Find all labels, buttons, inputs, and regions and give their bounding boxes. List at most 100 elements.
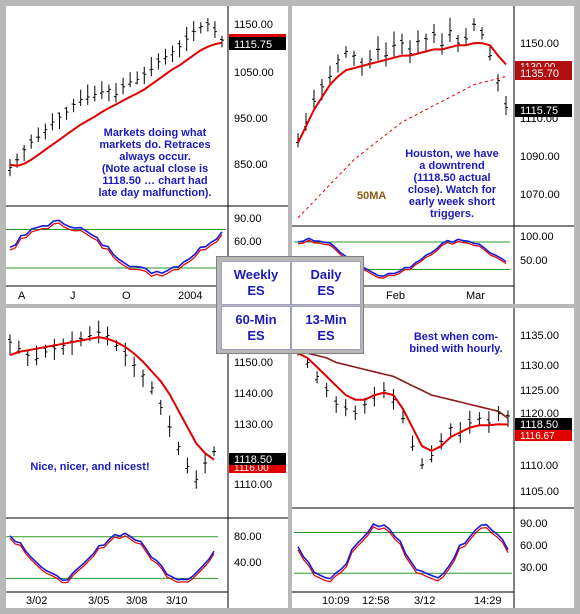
min13-price-label: 1110.00 [520, 460, 558, 472]
weekly-price-label: 1050.00 [234, 67, 274, 79]
daily-price-label: 1150.00 [520, 38, 559, 50]
weekly-current-price-tag [229, 37, 286, 50]
min13-panel [292, 308, 574, 608]
svg-text:close). Watch for: close). Watch for [408, 184, 497, 196]
min60-price-label: 1140.00 [234, 388, 273, 400]
svg-text:a downtrend: a downtrend [419, 160, 484, 172]
min60-chart [6, 320, 218, 584]
min13-time-label: 10:09 [322, 595, 350, 607]
min60-time-label: 3/10 [166, 595, 187, 607]
legend-min60: 60-Min ES [221, 306, 291, 350]
oscillator-signal [297, 526, 509, 583]
min60-time-label: 3/02 [26, 595, 47, 607]
weekly-time-label: A [18, 290, 26, 302]
moving-average [297, 42, 507, 144]
min60-price-label: 1130.00 [234, 419, 273, 431]
weekly-price-label: 850.00 [234, 159, 268, 171]
legend-weekly: Weekly ES [221, 261, 291, 305]
min13-price-label: 1120.00 [520, 408, 559, 420]
weekly-current-price-text: 1115.75 [234, 39, 272, 51]
min13-tag-black [515, 418, 572, 430]
legend-min60-title: 60-Min [235, 312, 277, 327]
weekly-price-label: 1150.00 [234, 19, 273, 31]
min13-chart [294, 343, 512, 583]
min13-price-label: 1125.00 [520, 385, 559, 397]
moving-average [9, 336, 215, 461]
daily-panel [292, 6, 574, 304]
min60-note: Nice, nicer, and nicest! [30, 461, 149, 473]
min60-time-label: 3/08 [126, 595, 147, 607]
legend-min13: 13-Min ES [291, 306, 361, 350]
weekly-time-label: 2004 [178, 290, 202, 302]
weekly-time-label: J [70, 290, 76, 302]
min60-price-label: 1110.00 [234, 479, 272, 491]
svg-text:Best when com-: Best when com- [414, 331, 499, 343]
daily-ma-label: 50MA [357, 190, 386, 202]
min60-time-label: 3/05 [88, 595, 109, 607]
weekly-osc-label: 60.00 [234, 236, 262, 248]
weekly-chart [6, 18, 226, 277]
oscillator-signal [297, 239, 507, 279]
legend-daily-symbol: ES [317, 283, 335, 298]
legend-weekly-title: Weekly [233, 267, 279, 282]
daily-tag-text: 1135.70 [520, 68, 559, 80]
weekly-note: Markets doing what markets do. Retraces … [98, 127, 211, 199]
weekly-time-label: O [122, 290, 131, 302]
moving-average [297, 352, 509, 453]
svg-text:bined with hourly.: bined with hourly. [409, 343, 502, 355]
daily-tag-text: 1115.75 [520, 105, 558, 117]
oscillator-line [9, 219, 223, 275]
daily-time-label: Mar [466, 290, 485, 302]
svg-text:Markets doing what: Markets doing what [104, 127, 207, 139]
min13-tag-text: 1116.67 [520, 431, 555, 442]
min13-tag-text: 1118.50 [520, 419, 558, 431]
min13-price-label: 1135.00 [520, 330, 559, 342]
min60-tag-text: 1116.00 [234, 463, 269, 474]
oscillator-line [297, 522, 509, 580]
timeframe-legend: Weekly ES Daily ES 60-Min ES 13-Min ES [216, 256, 364, 354]
min60-osc-label: 40.00 [234, 557, 262, 569]
weekly-osc-label: 90.00 [234, 213, 262, 225]
daily-tag-red [515, 67, 572, 80]
oscillator-line [297, 237, 507, 278]
legend-daily: Daily ES [291, 261, 361, 305]
legend-weekly-symbol: ES [247, 283, 265, 298]
oscillator-line [9, 532, 215, 581]
min13-price-label: 1130.00 [520, 360, 559, 372]
min13-osc-label: 30.00 [520, 562, 548, 574]
min13-time-label: 14:29 [474, 595, 502, 607]
svg-text:triggers.: triggers. [430, 208, 474, 220]
daily-tag-black [515, 104, 572, 117]
min60-osc-label: 80.00 [234, 531, 262, 543]
legend-min13-symbol: ES [317, 328, 335, 343]
daily-osc-label: 100.00 [520, 231, 554, 243]
weekly-panel [6, 6, 288, 304]
min13-tag-red [515, 429, 572, 441]
oscillator-signal [9, 535, 215, 584]
oscillator-signal [9, 222, 223, 277]
min60-tag-black [229, 453, 286, 465]
svg-text:(Note actual close is: (Note actual close is [102, 163, 208, 175]
daily-time-label: Feb [386, 290, 405, 302]
moving-average-50 [297, 75, 507, 219]
min13-time-label: 12:58 [362, 595, 390, 607]
weekly-price-label: 950.00 [234, 113, 268, 125]
svg-text:1118.50 … chart had: 1118.50 … chart had [102, 175, 207, 187]
daily-price-label: 1090.00 [520, 151, 560, 163]
legend-min13-title: 13-Min [305, 312, 347, 327]
svg-text:late day malfunction).: late day malfunction). [98, 187, 211, 199]
svg-text:early week short: early week short [409, 196, 496, 208]
svg-text:Houston, we have: Houston, we have [405, 148, 499, 160]
svg-text:always occur.: always occur. [119, 151, 191, 163]
svg-text:markets do. Retraces: markets do. Retraces [99, 139, 210, 151]
min13-osc-label: 60.00 [520, 540, 548, 552]
slow-moving-average [297, 347, 509, 419]
daily-note: Houston, we have a downtrend (1118.50 ac… [405, 148, 499, 220]
min60-tag-red [229, 463, 286, 473]
min13-note: Best when com- bined with hourly. [409, 331, 502, 355]
legend-daily-title: Daily [310, 267, 342, 282]
min13-osc-label: 90.00 [520, 518, 548, 530]
moving-average [9, 41, 223, 167]
daily-price-label: 1070.00 [520, 189, 560, 201]
